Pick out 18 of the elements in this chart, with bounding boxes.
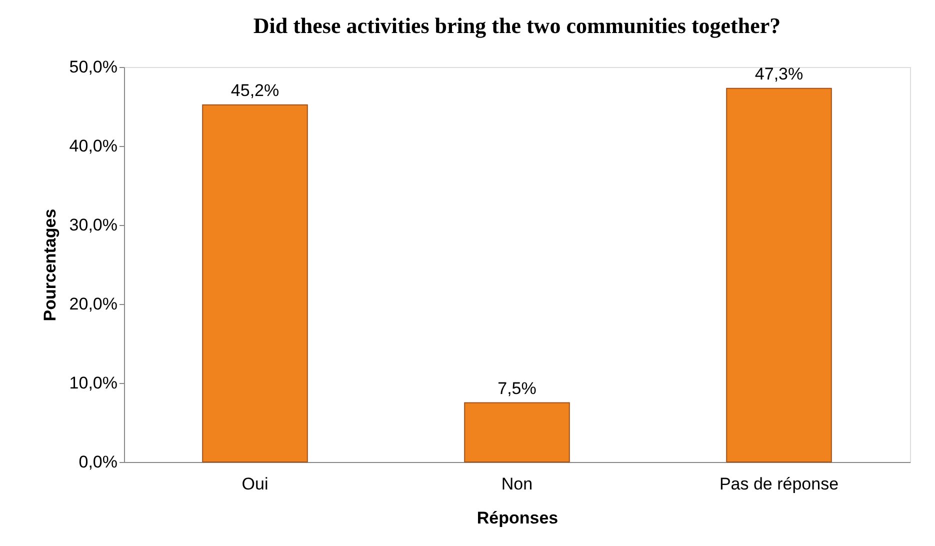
data-label: 45,2% (230, 80, 280, 100)
y-tick-label: 10,0% (69, 374, 118, 392)
data-label: 7,5% (498, 378, 536, 398)
y-tick-label: 30,0% (69, 216, 118, 234)
x-tick-label: Non (501, 474, 533, 494)
y-tick-label: 40,0% (69, 136, 118, 156)
data-label: 47,3% (754, 64, 804, 84)
x-tick-label: Oui (242, 474, 268, 494)
bar (202, 104, 308, 462)
x-tick-label: Pas de réponse (719, 474, 839, 494)
y-tick-label: 20,0% (69, 294, 118, 314)
x-axis-title: Réponses (476, 508, 558, 528)
bar (726, 88, 832, 462)
y-tick-label: 0,0% (78, 452, 118, 472)
chart-title: Did these activities bring the two communities together? (253, 13, 781, 38)
y-tick-label: 50,0% (69, 58, 118, 76)
bar (464, 402, 570, 462)
y-axis-title: Pourcentages (40, 208, 60, 322)
